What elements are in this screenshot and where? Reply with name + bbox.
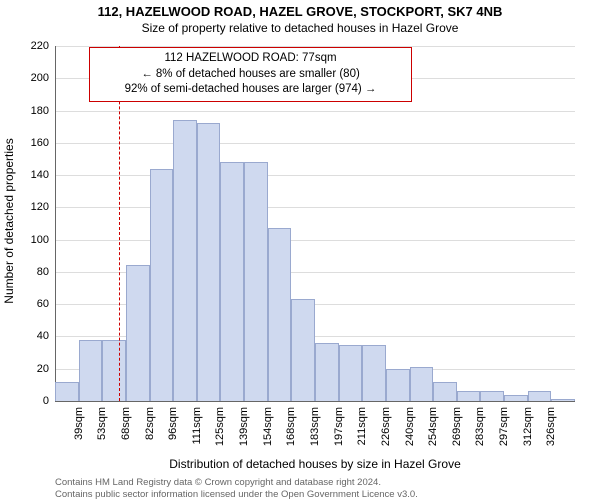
histogram-bar — [150, 169, 174, 401]
histogram-bar — [173, 120, 197, 401]
histogram-bar — [197, 123, 221, 401]
x-tick-label: 326sqm — [545, 407, 557, 446]
x-tick-label: 82sqm — [144, 407, 156, 440]
gridline — [55, 207, 575, 208]
x-tick-label: 240sqm — [404, 407, 416, 446]
y-tick-label: 220 — [9, 40, 49, 52]
x-tick-label: 297sqm — [498, 407, 510, 446]
histogram-bar — [551, 399, 575, 401]
histogram-bar — [268, 228, 292, 401]
histogram-bar — [55, 382, 79, 401]
infobox-line2: ← 8% of detached houses are smaller (80) — [98, 67, 403, 83]
y-axis-label: Number of detached properties — [2, 101, 16, 341]
histogram-bar — [528, 391, 552, 401]
gridline — [55, 143, 575, 144]
gridline — [55, 240, 575, 241]
infobox-line3: 92% of semi-detached houses are larger (… — [98, 82, 403, 98]
histogram-bar — [362, 345, 386, 401]
x-tick-label: 269sqm — [451, 407, 463, 446]
histogram-bar — [386, 369, 410, 401]
histogram-bar — [220, 162, 244, 401]
x-tick-label: 68sqm — [120, 407, 132, 440]
footer-line1: Contains HM Land Registry data © Crown c… — [55, 477, 418, 489]
infobox-line1: 112 HAZELWOOD ROAD: 77sqm — [98, 51, 403, 67]
x-tick-label: 312sqm — [522, 407, 534, 446]
chart-container: 112, HAZELWOOD ROAD, HAZEL GROVE, STOCKP… — [0, 4, 600, 504]
chart-title-address: 112, HAZELWOOD ROAD, HAZEL GROVE, STOCKP… — [0, 4, 600, 19]
x-tick-label: 197sqm — [333, 407, 345, 446]
y-tick-label: 0 — [9, 395, 49, 407]
chart-title-desc: Size of property relative to detached ho… — [0, 21, 600, 35]
y-tick-label: 200 — [9, 72, 49, 84]
x-tick-label: 96sqm — [167, 407, 179, 440]
histogram-bar — [410, 367, 434, 401]
histogram-bar — [102, 340, 126, 401]
x-tick-label: 168sqm — [285, 407, 297, 446]
histogram-bar — [291, 299, 315, 401]
x-tick-label: 53sqm — [96, 407, 108, 440]
x-axis-label: Distribution of detached houses by size … — [55, 457, 575, 471]
x-tick-label: 39sqm — [73, 407, 85, 440]
histogram-bar — [339, 345, 363, 401]
gridline — [55, 111, 575, 112]
footer-line2: Contains public sector information licen… — [55, 489, 418, 501]
histogram-bar — [480, 391, 504, 401]
x-tick-label: 226sqm — [380, 407, 392, 446]
x-tick-label: 211sqm — [356, 407, 368, 445]
histogram-bar — [433, 382, 457, 401]
histogram-bar — [457, 391, 481, 401]
histogram-bar — [126, 265, 150, 401]
x-tick-label: 254sqm — [427, 407, 439, 446]
x-tick-label: 111sqm — [191, 407, 203, 445]
histogram-bar — [79, 340, 103, 401]
x-tick-label: 154sqm — [262, 407, 274, 446]
histogram-bar — [504, 395, 528, 401]
y-tick-label: 20 — [9, 363, 49, 375]
x-tick-label: 283sqm — [474, 407, 486, 446]
histogram-bar — [315, 343, 339, 401]
gridline — [55, 175, 575, 176]
x-tick-label: 139sqm — [238, 407, 250, 446]
property-info-box: 112 HAZELWOOD ROAD: 77sqm ← 8% of detach… — [89, 47, 412, 102]
histogram-bar — [244, 162, 268, 401]
x-tick-label: 125sqm — [214, 407, 226, 446]
footer-attribution: Contains HM Land Registry data © Crown c… — [55, 477, 418, 501]
x-tick-label: 183sqm — [309, 407, 321, 446]
